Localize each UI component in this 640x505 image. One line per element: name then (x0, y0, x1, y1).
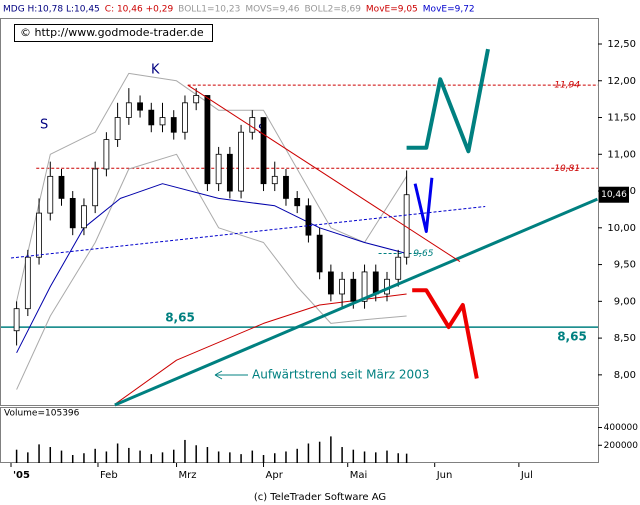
candle-body (58, 175, 65, 199)
candle-body (327, 271, 334, 295)
candle-body (361, 271, 368, 302)
candle-body (339, 278, 345, 295)
indicator-line (16, 72, 408, 302)
volume-tick-label: 400000 (604, 423, 639, 433)
candle-body (24, 256, 31, 310)
drawn-line (406, 48, 490, 154)
candle-body (125, 102, 132, 118)
candle-body (182, 102, 188, 133)
price-tag (599, 186, 629, 203)
header-item: MovE=9,05 (366, 5, 418, 15)
x-tick-label: Apr (266, 470, 284, 481)
copyright-box (14, 24, 213, 42)
y-tick-label: 10,00 (607, 223, 636, 234)
header-item: C: 10,46 +0,29 (105, 5, 174, 15)
y-tick-label: 11,00 (607, 149, 636, 160)
copyright: © http://www.godmode-trader.de (20, 26, 204, 39)
x-tick-label: Jul (520, 470, 533, 481)
footer: (c) TeleTrader Software AG (254, 492, 386, 503)
x-tick-label: '05 (13, 470, 30, 481)
candle-body (316, 234, 323, 273)
candle-body (137, 102, 143, 111)
indicator-line (16, 153, 407, 390)
candle-body (226, 153, 233, 192)
indicator-line (114, 293, 407, 405)
volume-label: Volume=105396 (4, 409, 80, 419)
price-tag-label: 10,46 (601, 190, 627, 200)
header-item: BOLL2=8,69 (304, 5, 361, 15)
x-tick-label: Feb (100, 470, 118, 481)
level-label: 11,94 (554, 81, 580, 91)
x-tick-label: Mrz (179, 470, 197, 481)
candle-body (238, 131, 244, 192)
y-tick-label: 12,50 (607, 39, 636, 50)
y-tick-label: 12,00 (607, 76, 636, 87)
y-tick-label: 11,50 (607, 113, 636, 124)
annotation: S (40, 118, 48, 133)
candle-body (294, 197, 301, 207)
candle-body (114, 117, 121, 140)
y-tick-label: 8,00 (614, 370, 636, 381)
price-frame (0, 18, 599, 406)
trend-arrow-head (214, 370, 223, 380)
candle-body (204, 95, 211, 185)
candle-body (283, 175, 289, 199)
drawn-line (114, 197, 598, 407)
volume-frame (0, 407, 599, 463)
drawn-line (187, 84, 461, 263)
y-tick-label: 8,50 (614, 333, 636, 344)
candle-body (81, 205, 87, 229)
candle-body (271, 175, 278, 185)
annotation: K (151, 63, 160, 78)
candle-body (305, 205, 312, 236)
candle-body (395, 256, 402, 280)
header-item: MOVS=9,46 (245, 5, 299, 15)
drawn-line (412, 288, 479, 379)
drawn-line (413, 177, 434, 233)
candle-body (47, 175, 54, 214)
candle-body (103, 139, 110, 170)
candle-body (372, 271, 379, 295)
candle-body (260, 117, 267, 185)
candle-body (215, 153, 222, 185)
header-item: MDG H:10,78 L:10,45 (3, 5, 100, 15)
candle-body (36, 212, 42, 258)
candle-body (92, 168, 99, 207)
candle-body (170, 117, 177, 133)
y-tick-label: 9,00 (614, 296, 636, 307)
level-label: 8,65 (557, 330, 587, 344)
drawn-line (10, 206, 486, 259)
indicator-line (16, 183, 407, 354)
candle-body (13, 308, 20, 332)
x-tick-label: Mai (350, 470, 368, 481)
candle-body (148, 109, 155, 126)
level-label: 8,65 (165, 311, 195, 325)
y-tick-label: 9,50 (614, 260, 636, 271)
header-item: MovE=9,72 (423, 5, 475, 15)
level-label: 9,65 (413, 249, 433, 259)
candle-body (159, 117, 166, 126)
volume-tick-label: 200000 (604, 441, 639, 451)
candle-body (69, 197, 76, 229)
candle-body (193, 95, 200, 104)
candle-body (350, 278, 357, 302)
header-item: BOLL1=10,23 (178, 5, 240, 15)
trend-text: Aufwärtstrend seit März 2003 (252, 368, 429, 382)
candle-body (249, 117, 256, 133)
level-label: 10,81 (554, 164, 580, 174)
x-tick-label: Jun (436, 470, 453, 481)
